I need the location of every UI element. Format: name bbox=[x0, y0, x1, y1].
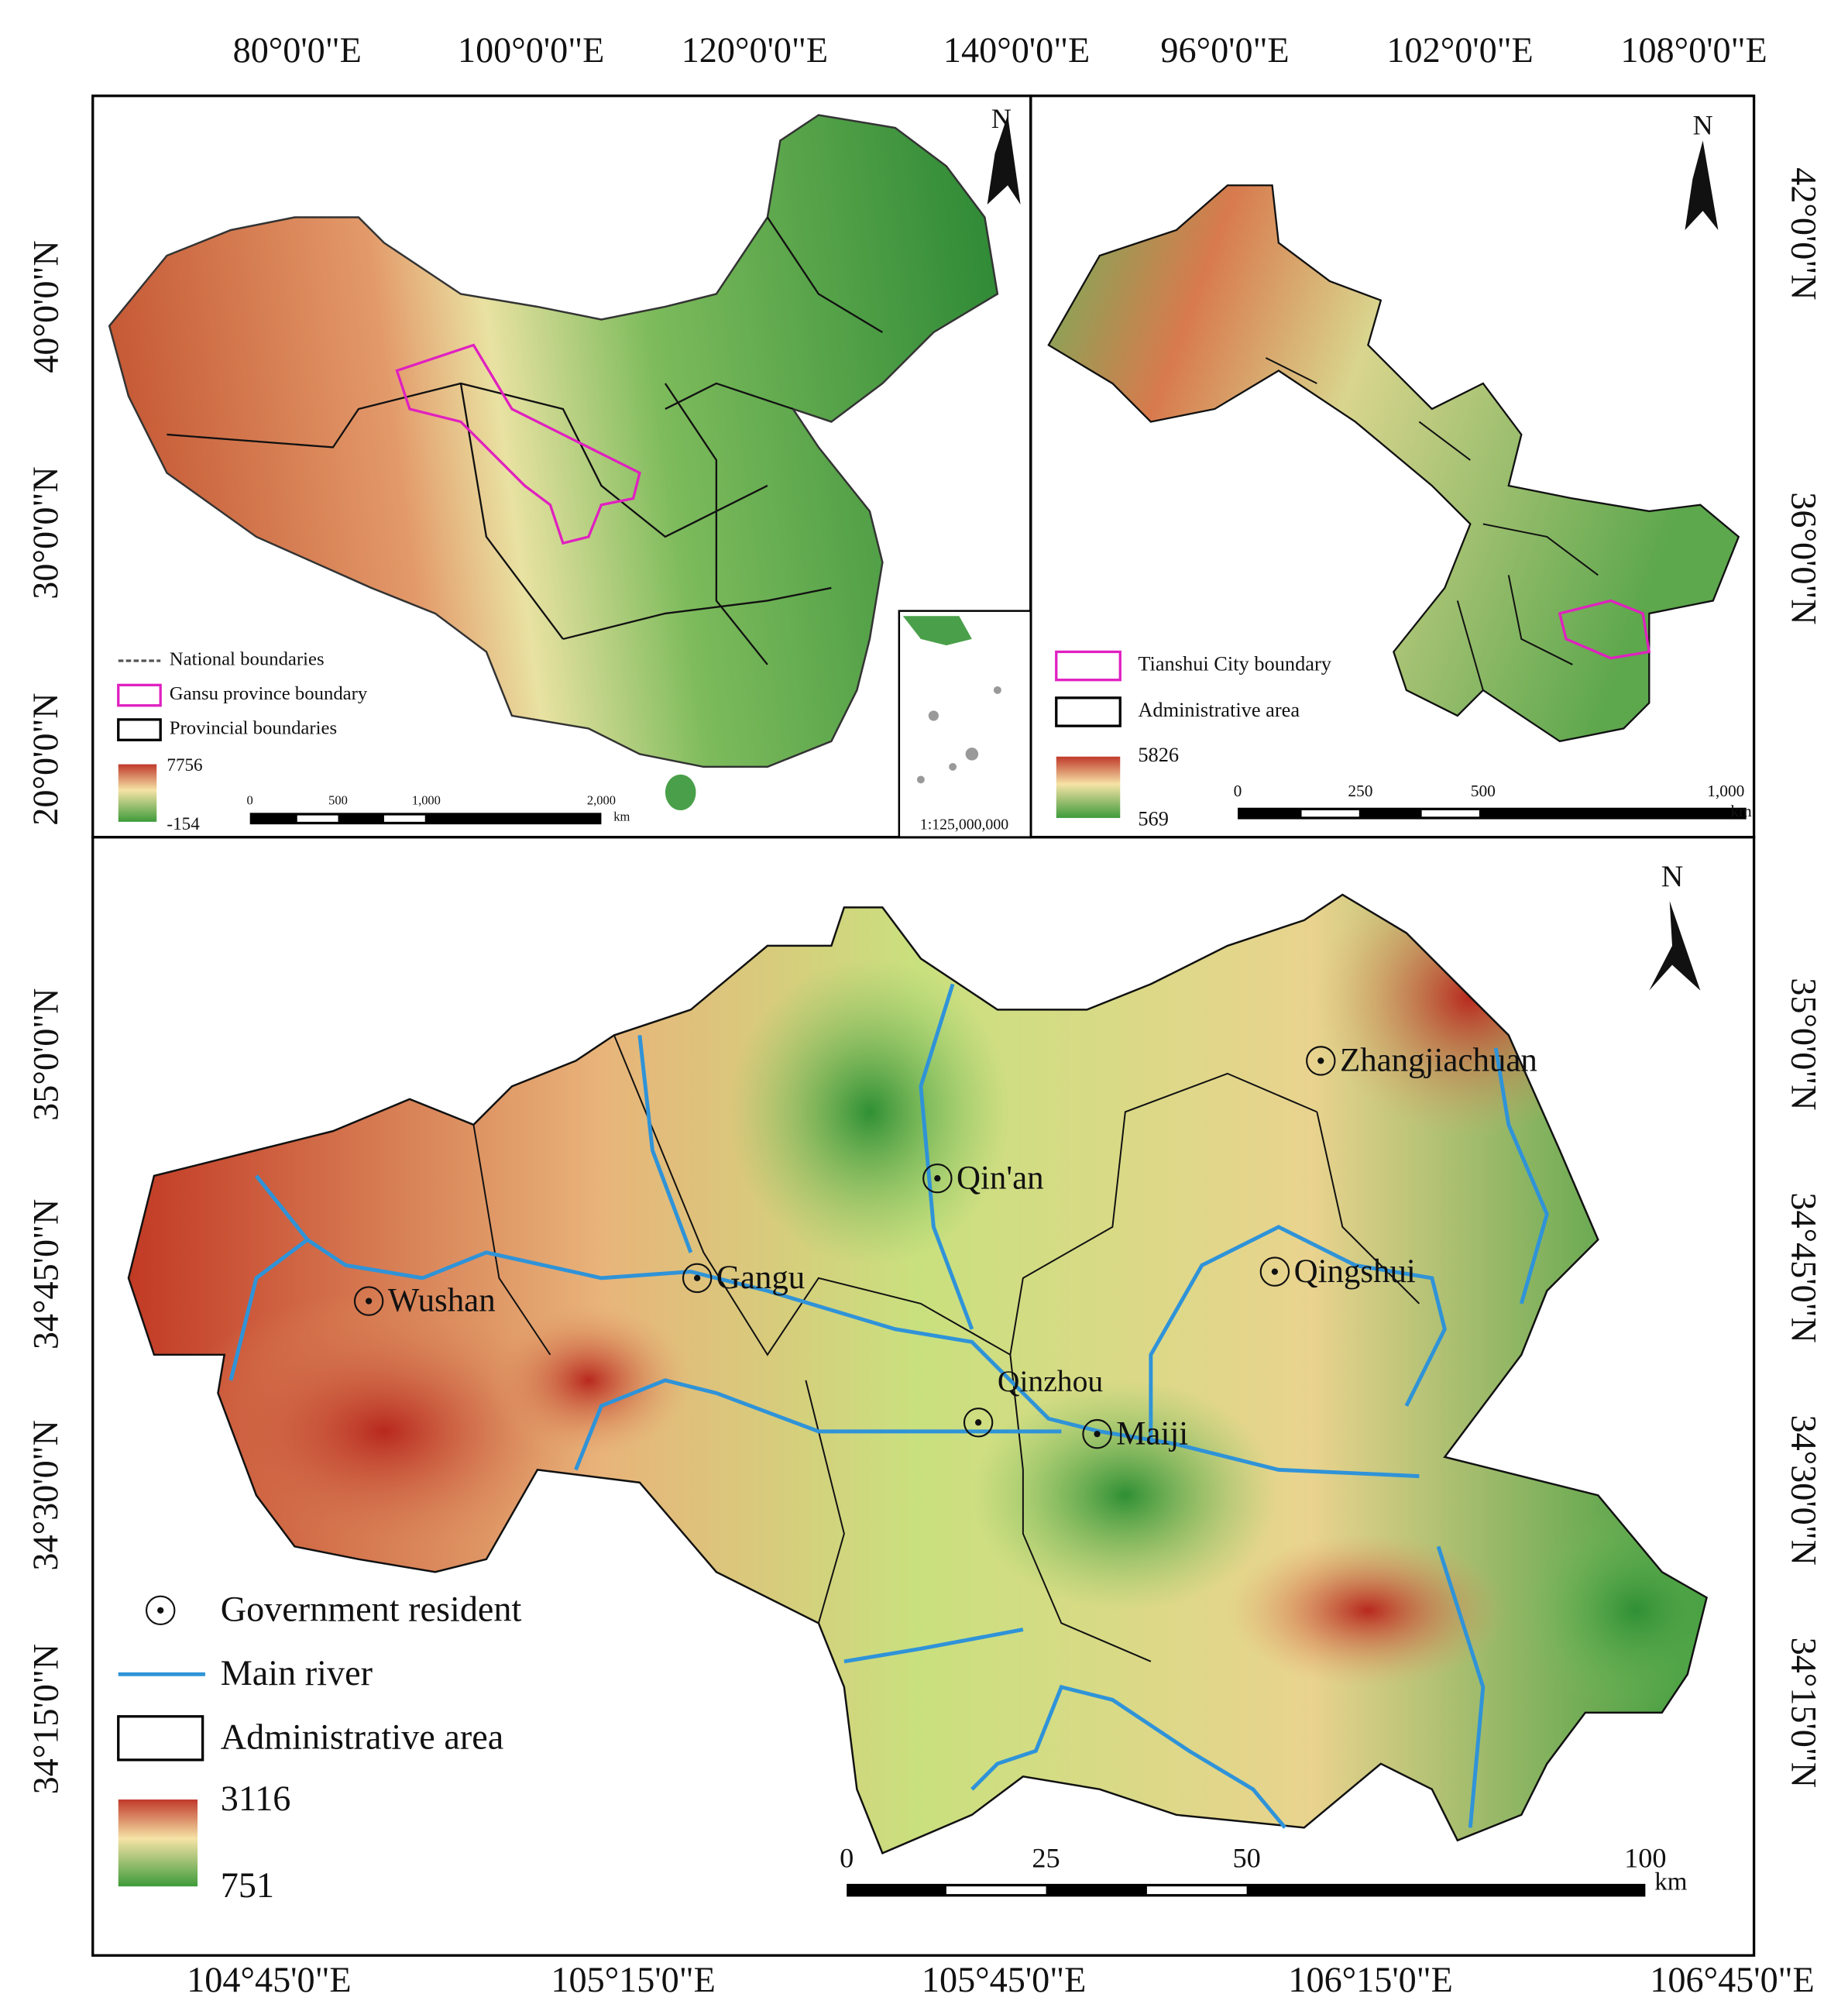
legend-label: Tianshui City boundary bbox=[1138, 652, 1331, 675]
legend-label: Administrative area bbox=[221, 1717, 504, 1757]
legend-admin bbox=[1055, 696, 1122, 727]
provincial-boundaries bbox=[167, 216, 883, 665]
china-map bbox=[108, 114, 1032, 838]
legend-value: 569 bbox=[1138, 806, 1169, 830]
legend-label: Provincial boundaries bbox=[170, 718, 337, 739]
place-label: Qingshui bbox=[1294, 1253, 1416, 1290]
x-tick-label: 102°0'0"E bbox=[1386, 30, 1533, 70]
place-label: Wushan bbox=[388, 1283, 496, 1319]
y-tick-label: 34°15'0"N bbox=[1784, 1638, 1823, 1788]
tianshui-scale-bar bbox=[847, 1883, 1646, 1897]
y-tick-label: 34°45'0"N bbox=[26, 1199, 65, 1349]
gansu-frame bbox=[1029, 95, 1756, 839]
scale-label: 25 bbox=[1032, 1843, 1060, 1874]
x-tick-label: 104°45'0"E bbox=[187, 1960, 351, 1999]
legend-admin bbox=[117, 1715, 204, 1762]
legend-label: Administrative area bbox=[1138, 698, 1300, 721]
legend-value: 3116 bbox=[221, 1779, 291, 1818]
x-tick-label: 100°0'0"E bbox=[458, 30, 604, 70]
north-label: N bbox=[1661, 859, 1684, 893]
legend-value: 751 bbox=[221, 1865, 274, 1905]
scale-label: 0 bbox=[247, 792, 253, 807]
place-label: Zhangjiachuan bbox=[1340, 1043, 1537, 1079]
x-tick-label: 108°0'0"E bbox=[1620, 30, 1767, 70]
x-tick-label: 106°15'0"E bbox=[1288, 1960, 1452, 1999]
scale-unit: km bbox=[613, 810, 630, 824]
scale-label: 1,000 bbox=[412, 792, 441, 807]
north-label: N bbox=[1692, 109, 1712, 140]
legend-value: 7756 bbox=[167, 755, 202, 775]
china-outline bbox=[108, 114, 999, 768]
north-arrow bbox=[1685, 140, 1719, 230]
place-label: Qinzhou bbox=[998, 1364, 1104, 1398]
y-tick-label: 34°45'0"N bbox=[1784, 1192, 1823, 1342]
y-tick-label: 20°0'0"N bbox=[26, 693, 65, 825]
x-tick-label: 105°15'0"E bbox=[551, 1960, 715, 1999]
x-tick-label: 80°0'0"E bbox=[233, 30, 362, 70]
gansu-boundary bbox=[395, 343, 641, 545]
y-tick-label: 35°0'0"N bbox=[26, 988, 65, 1120]
inset-scale: 1:125,000,000 bbox=[920, 816, 1008, 833]
inset-frame bbox=[898, 610, 1032, 838]
x-tick-label: 120°0'0"E bbox=[682, 30, 828, 70]
scale-label: 2,000 bbox=[587, 792, 616, 807]
legend-label: Main river bbox=[221, 1653, 373, 1693]
scale-label: 0 bbox=[1234, 782, 1242, 800]
place-label: Qin'an bbox=[957, 1160, 1044, 1196]
rivers bbox=[228, 983, 1549, 1829]
tianshui-boundary bbox=[1558, 599, 1651, 660]
legend-elevation-ramp bbox=[118, 764, 157, 822]
y-tick-label: 35°0'0"N bbox=[1784, 978, 1823, 1110]
legend-value: 5826 bbox=[1138, 743, 1179, 766]
legend-gansu bbox=[117, 683, 162, 707]
gansu-map bbox=[1047, 140, 1747, 820]
labels: 80°0'0"E 100°0'0"E 120°0'0"E 140°0'0"E 40°0'… bbox=[26, 30, 1823, 1999]
legend-elevation-ramp bbox=[1056, 756, 1121, 818]
y-tick-label: 42°0'0"N bbox=[1784, 167, 1823, 300]
overview-scale-bar bbox=[249, 813, 602, 825]
government-residents bbox=[145, 1046, 1336, 1626]
x-tick-label: 106°45'0"E bbox=[1650, 1960, 1814, 1999]
x-tick-label: 140°0'0"E bbox=[943, 30, 1090, 70]
resident-dots bbox=[157, 1057, 1324, 1614]
admin-lines bbox=[472, 1035, 1420, 1662]
legend-label: National boundaries bbox=[170, 649, 325, 670]
y-tick-label: 34°30'0"N bbox=[1784, 1415, 1823, 1566]
north-arrow bbox=[1649, 901, 1701, 991]
scale-label: 50 bbox=[1232, 1843, 1260, 1874]
legend-elevation-ramp bbox=[118, 1799, 198, 1887]
legend-value: -154 bbox=[167, 813, 200, 834]
y-tick-label: 34°15'0"N bbox=[26, 1644, 65, 1794]
north-label: N bbox=[991, 103, 1012, 134]
scale-label: 500 bbox=[1471, 782, 1496, 800]
x-tick-label: 105°45'0"E bbox=[922, 1960, 1086, 1999]
gansu-scale-bar bbox=[1238, 807, 1747, 820]
scale-unit: km bbox=[1730, 802, 1752, 820]
y-tick-label: 36°0'0"N bbox=[1784, 492, 1823, 624]
north-arrow bbox=[987, 115, 1021, 205]
y-tick-label: 34°30'0"N bbox=[26, 1420, 65, 1570]
place-label: Gangu bbox=[716, 1260, 805, 1296]
legend-label: Gansu province boundary bbox=[170, 683, 368, 704]
inset-islands bbox=[916, 686, 1001, 784]
legend-provincial bbox=[117, 718, 162, 741]
gansu-admin-lines bbox=[1265, 357, 1599, 691]
gansu-outline bbox=[1047, 184, 1740, 743]
scale-unit: km bbox=[1654, 1868, 1687, 1896]
inset-coast bbox=[902, 616, 972, 646]
scale-label: 250 bbox=[1348, 782, 1372, 800]
scale-label: 1,000 bbox=[1707, 782, 1744, 800]
legend-label: Government resident bbox=[221, 1590, 522, 1629]
y-tick-label: 30°0'0"N bbox=[26, 466, 65, 599]
x-tick-label: 96°0'0"E bbox=[1160, 30, 1289, 70]
scale-label: 100 bbox=[1624, 1843, 1666, 1874]
scale-label: 0 bbox=[840, 1843, 854, 1874]
hainan bbox=[665, 774, 696, 811]
y-tick-label: 40°0'0"N bbox=[26, 240, 65, 373]
place-label: Maiji bbox=[1116, 1415, 1188, 1452]
legend-tianshui bbox=[1055, 650, 1122, 682]
scale-label: 500 bbox=[328, 792, 348, 807]
